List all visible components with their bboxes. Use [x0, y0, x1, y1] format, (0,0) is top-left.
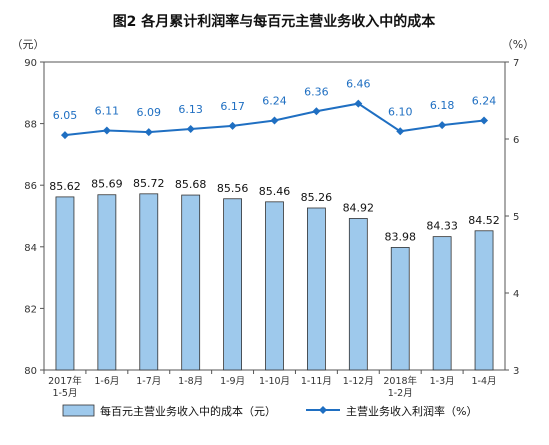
x-tick-label: 2017年 1-5月 [48, 375, 82, 399]
left-tick-label: 88 [24, 120, 37, 131]
bar-data-label: 85.68 [175, 178, 207, 191]
left-tick-label: 80 [24, 366, 37, 377]
x-tick-label-line: 1-10月 [259, 376, 290, 387]
line-point [354, 99, 363, 108]
bar-data-label: 83.98 [384, 230, 416, 243]
x-tick-label-line: 1-2月 [388, 388, 413, 399]
line-point [438, 121, 447, 130]
line-point [312, 107, 321, 116]
bar [348, 218, 368, 371]
right-tick-label: 5 [513, 212, 519, 223]
bar [55, 196, 75, 371]
x-tick-label-line: 1-8月 [178, 376, 203, 387]
bar [307, 207, 326, 371]
line-point [102, 126, 111, 135]
left-axis: 80 82 84 86 88 90 [24, 58, 44, 377]
bar-data-label: 85.56 [217, 182, 249, 195]
line-data-label: 6.11 [95, 105, 120, 118]
bar-data-label: 85.46 [259, 185, 291, 198]
x-tick-label: 1-8月 [178, 376, 203, 387]
chart-title: 图2 各月累计利润率与每百元主营业务收入中的成本 [113, 13, 437, 30]
bar-data-label: 85.72 [133, 177, 165, 190]
right-tick-label: 4 [513, 289, 519, 300]
x-tick-label-line: 2017年 [48, 375, 82, 387]
right-tick-label: 6 [513, 135, 519, 146]
left-axis-unit: （元） [12, 38, 45, 51]
bar [390, 247, 410, 371]
left-tick-label: 86 [24, 181, 37, 192]
legend-bar-label: 每百元主营业务收入中的成本（元） [100, 404, 276, 418]
bar-data-label: 84.52 [468, 214, 500, 227]
left-tick-label: 84 [24, 243, 37, 254]
line-data-label: 6.24 [262, 95, 287, 108]
line-point [144, 128, 153, 137]
right-tick-label: 7 [513, 58, 519, 69]
left-tick-label: 82 [24, 304, 37, 315]
x-tick-label-line: 1-5月 [52, 388, 77, 399]
legend-line-label: 主营业务收入利润率（%） [346, 404, 477, 418]
x-tick-label: 1-11月 [301, 376, 332, 387]
x-tick-label: 1-6月 [94, 376, 119, 387]
line-data-label: 6.10 [388, 105, 413, 118]
x-tick-label-line: 1-7月 [136, 376, 161, 387]
legend-line-marker [319, 406, 327, 414]
line-data-label: 6.24 [472, 95, 497, 108]
bar-data-label: 85.26 [301, 191, 333, 204]
bar [432, 236, 452, 371]
bar [223, 198, 242, 371]
x-tick-label-line: 1-4月 [472, 376, 497, 387]
bar [97, 194, 117, 371]
x-tick-label: 1-3月 [430, 376, 455, 387]
legend-bar-swatch [62, 404, 95, 417]
line-point [60, 131, 69, 140]
bar-data-label: 85.69 [91, 178, 123, 191]
x-tick-label-line: 2018年 [383, 375, 417, 387]
left-tick-label: 90 [24, 58, 37, 69]
right-tick-label: 3 [513, 366, 519, 377]
line-point [270, 116, 279, 125]
bar-data-label: 84.33 [426, 220, 458, 233]
x-tick-label: 1-4月 [472, 376, 497, 387]
x-tick-label: 2018年 1-2月 [383, 375, 417, 399]
bar [181, 194, 201, 371]
line-point [228, 121, 237, 130]
right-axis-unit: （%） [502, 38, 534, 51]
line-data-label: 6.17 [220, 100, 245, 113]
x-axis: 2017年 1-5月 1-6月 1-7月 1-8月 1-9月 1-10月 1-11月 1-12月… [43, 370, 497, 399]
bar-series: 85.62 85.69 85.72 85.68 85.56 85.46 85.26 84.92… [49, 177, 500, 371]
line-data-label: 6.36 [304, 85, 329, 98]
legend: 每百元主营业务收入中的成本（元） 主营业务收入利润率（%） [62, 404, 477, 418]
x-tick-label: 1-9月 [220, 376, 245, 387]
bar [139, 193, 159, 371]
line-point [396, 127, 405, 136]
bar [265, 201, 284, 371]
line-data-label: 6.13 [178, 103, 203, 116]
x-tick-label-line: 1-11月 [301, 376, 332, 387]
x-tick-label-line: 1-9月 [220, 376, 245, 387]
line-data-label: 6.09 [137, 106, 162, 119]
line-series: 6.05 6.11 6.09 6.13 6.17 6.24 6.36 6.46 6.10 6.18… [53, 78, 497, 140]
x-tick-label: 1-12月 [343, 376, 374, 387]
right-axis: 3 4 5 6 7 [505, 58, 519, 377]
line-data-label: 6.46 [346, 78, 371, 91]
line-data-label: 6.05 [53, 109, 78, 122]
x-tick-label: 1-10月 [259, 376, 290, 387]
x-tick-label-line: 1-12月 [343, 376, 374, 387]
bar-data-label: 84.92 [343, 201, 375, 214]
bar [474, 230, 494, 371]
line-point [186, 124, 195, 133]
x-tick-label: 1-7月 [136, 376, 161, 387]
bar-data-label: 85.62 [49, 180, 81, 193]
x-tick-label-line: 1-3月 [430, 376, 455, 387]
line-point [480, 116, 489, 125]
line-data-label: 6.18 [430, 99, 455, 112]
x-tick-label-line: 1-6月 [94, 376, 119, 387]
